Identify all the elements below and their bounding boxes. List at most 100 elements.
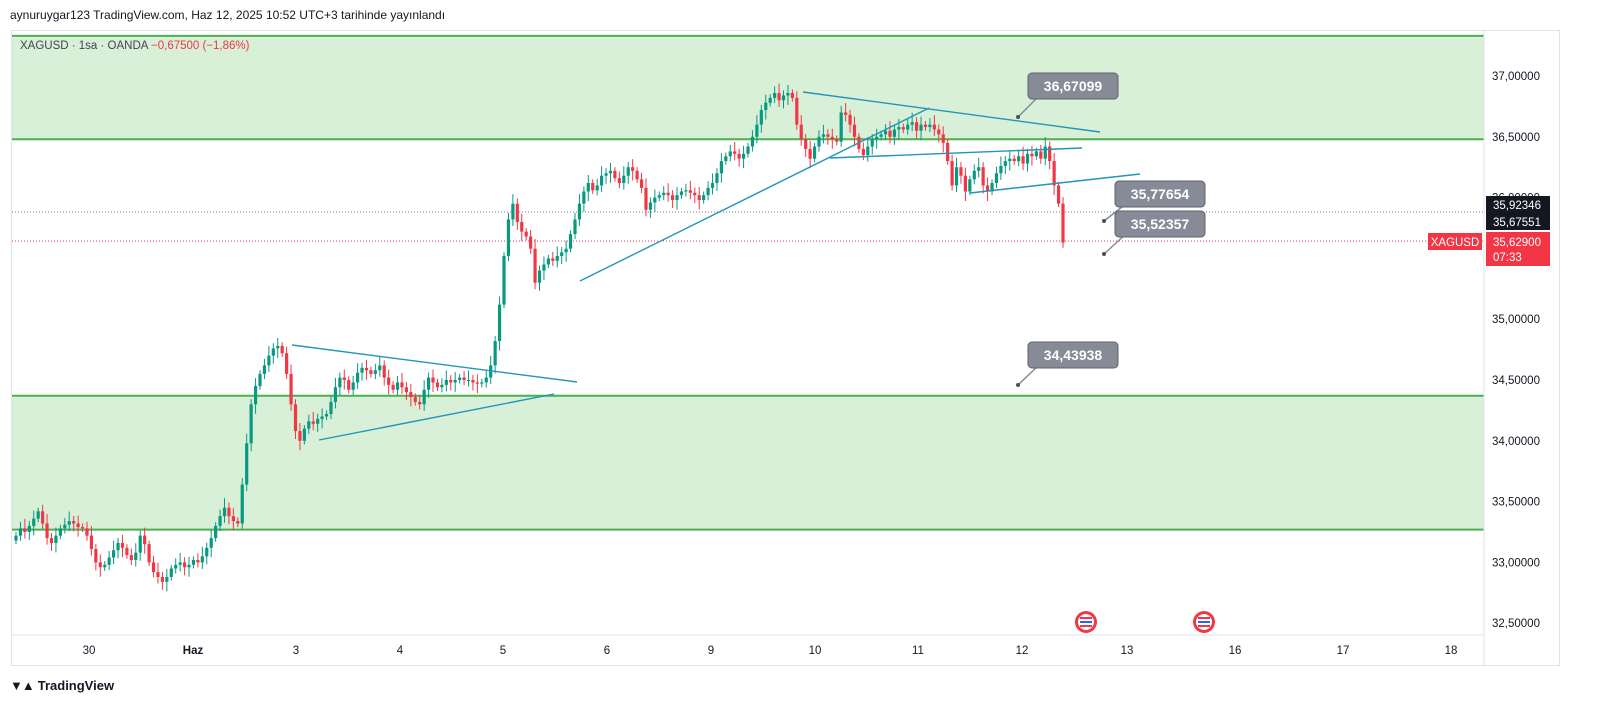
candle [165,576,169,582]
symbol-tag: XAGUSD [1431,237,1480,249]
candle [985,185,990,192]
candle [240,484,244,524]
candle [449,380,453,383]
candle [830,136,834,140]
y-tick-label: 35,00000 [1492,314,1540,326]
candle [617,178,621,184]
candle [586,183,590,192]
candle [555,255,559,261]
candle [533,248,537,283]
candle [129,555,133,560]
candle [972,170,976,180]
price-callout[interactable]: 35,77654 [1102,180,1206,223]
candle [293,404,298,432]
candle [85,528,89,536]
support-resistance-zone[interactable] [12,35,1484,140]
price-callout[interactable]: 36,67099 [1016,72,1119,119]
candle [635,170,639,180]
candle [333,387,338,402]
candle [879,134,883,137]
candle [45,523,49,539]
chart-frame [11,30,1560,666]
symbol-legend[interactable]: XAGUSD · 1sa · OANDA −0,67500 (−1,86%) [20,40,249,52]
candle [1048,146,1052,162]
candle [706,187,710,196]
price-callout[interactable]: 35,52357 [1102,210,1206,256]
candle [418,401,422,405]
callout-anchor [1102,219,1106,223]
candle [577,203,582,220]
candle [511,203,515,220]
candle [249,404,253,444]
y-tick-label: 34,50000 [1492,375,1540,387]
candle [351,382,355,390]
axes-layer: 37,0000036,5000036,0000035,0000034,50000… [12,31,1559,665]
candle [888,130,892,137]
candle [209,538,213,548]
candle [49,538,54,543]
candle [613,170,617,179]
calendar-event-icon[interactable] [1075,611,1097,633]
candle [990,183,994,192]
candle [200,556,204,563]
candle [631,167,635,171]
flag-lower-trendline-2 [969,173,1141,194]
candle [684,190,688,192]
candle [356,372,360,383]
candle [697,195,701,201]
x-tick-label: 5 [500,645,506,657]
candle [298,431,302,441]
candle [746,146,750,154]
candle [497,304,502,342]
candle [125,547,129,556]
y-tick-label: 36,50000 [1492,132,1540,144]
candle [196,559,200,563]
candle [848,114,852,125]
price-callout[interactable]: 34,43938 [1016,341,1119,387]
candle [236,521,240,524]
candle [103,564,107,568]
candle [600,175,604,186]
candle [799,124,803,140]
x-tick-label: 3 [293,645,299,657]
candle [537,270,542,283]
candle [360,367,364,373]
candle [471,380,475,383]
candle [768,97,772,103]
candle [551,258,555,261]
candle [1012,158,1016,162]
candle [458,377,462,380]
price-lines-layer [12,211,1484,242]
price-axis[interactable] [1484,31,1559,665]
candle [422,389,426,405]
candle [839,112,843,142]
candle [852,124,857,137]
candle [906,124,910,130]
candle [253,386,258,405]
last-price-tag: 35,62900 [1493,237,1541,249]
candle [369,370,373,374]
tradingview-logo[interactable]: ▼▲ TradingView [10,678,114,693]
candle [1003,161,1007,166]
candle [662,192,666,196]
candle [520,221,524,232]
x-tick-label: 13 [1121,645,1134,657]
candle [932,124,936,130]
support-resistance-zone[interactable] [12,395,1484,530]
price-tag: 35,67551 [1493,217,1541,229]
candle [737,153,741,159]
candle [338,377,342,388]
candle [866,146,870,156]
candle [98,562,102,568]
callout-box [1114,210,1206,238]
candle [901,127,905,130]
candle [923,124,928,128]
zones-layer [12,34,1484,531]
candle [32,518,36,526]
candle [812,146,817,159]
last-price-tag-bg [1486,232,1550,266]
candle [112,550,116,558]
callout-anchor [1016,383,1020,387]
calendar-event-icon[interactable] [1193,611,1215,633]
